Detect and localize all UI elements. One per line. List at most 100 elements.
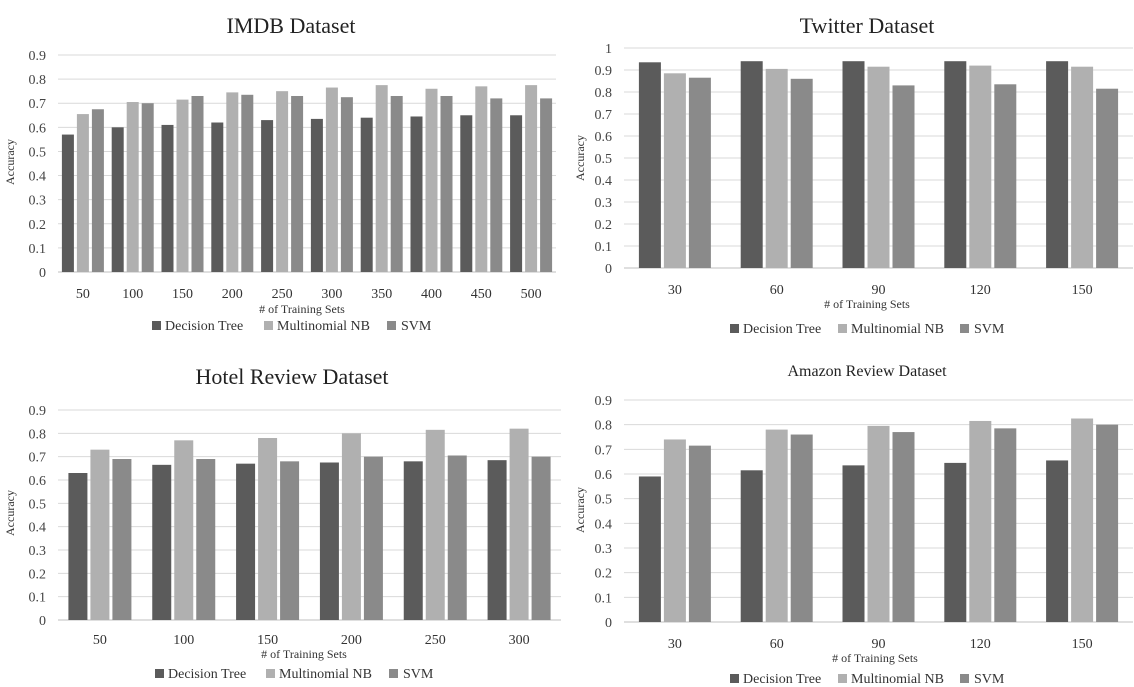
y-tick-label: 0.2 (29, 218, 47, 233)
bar-svm (790, 78, 813, 268)
y-tick-label: 0.3 (29, 194, 47, 209)
bar-svm (340, 97, 353, 272)
bar-multinomial-nb (425, 88, 438, 272)
x-tick-label: 150 (1072, 283, 1093, 298)
chart-twitter: Twitter Dataset Accuracy # of Training S… (567, 0, 1134, 345)
y-tick-label: 0.6 (595, 130, 613, 145)
bar-multinomial-nb (525, 85, 538, 272)
bar-svm (241, 94, 254, 273)
bar-svm (390, 95, 403, 272)
y-tick-label: 0.2 (595, 218, 613, 233)
y-axis-label: Accuracy (573, 487, 587, 533)
x-tick-label: 250 (272, 287, 293, 302)
bar-decision-tree (152, 464, 172, 620)
legend-swatch-multinomial-nb (264, 321, 273, 330)
bar-svm (531, 456, 551, 620)
y-tick-label: 0.5 (29, 145, 47, 160)
y-tick-label: 0 (605, 616, 612, 631)
bar-multinomial-nb (176, 99, 189, 272)
y-axis-label: Accuracy (3, 139, 17, 185)
legend-swatch-svm (387, 321, 396, 330)
chart-imdb-svg: IMDB Dataset Accuracy # of Training Sets… (3, 13, 556, 334)
bar-svm (1096, 424, 1119, 622)
y-tick-label: 0.1 (29, 591, 47, 606)
y-tick-label: 0.1 (595, 591, 613, 606)
x-tick-label: 100 (122, 287, 143, 302)
legend-label-svm: SVM (403, 667, 434, 682)
x-tick-label: 60 (770, 637, 784, 652)
legend-swatch-svm (389, 669, 398, 678)
x-tick-label: 90 (872, 637, 886, 652)
bar-decision-tree (211, 122, 224, 272)
bar-decision-tree (68, 473, 88, 620)
x-tick-label: 50 (76, 287, 90, 302)
bar-decision-tree (111, 127, 124, 272)
bar-multinomial-nb (1071, 66, 1094, 268)
chart-title: Hotel Review Dataset (195, 364, 388, 389)
legend-label-multinomial-nb: Multinomial NB (851, 672, 944, 687)
bar-svm (447, 455, 467, 620)
y-tick-label: 0.7 (595, 443, 613, 458)
y-tick-label: 0.4 (29, 521, 47, 536)
y-tick-label: 0.7 (29, 97, 47, 112)
y-tick-label: 0.2 (29, 567, 47, 582)
y-tick-label: 0.3 (29, 544, 47, 559)
bar-svm (688, 77, 711, 268)
x-tick-label: 450 (471, 287, 492, 302)
legend-swatch-decision-tree (730, 324, 739, 333)
y-tick-label: 0.4 (29, 170, 47, 185)
legend-label-decision-tree: Decision Tree (165, 319, 243, 334)
chart-twitter-svg: Twitter Dataset Accuracy # of Training S… (573, 13, 1133, 337)
bar-svm (91, 109, 104, 272)
x-tick-label: 100 (173, 633, 194, 648)
bar-decision-tree (161, 124, 174, 272)
bar-multinomial-nb (325, 87, 338, 272)
x-axis-label: # of Training Sets (259, 302, 345, 316)
bar-svm (490, 98, 503, 273)
bar-multinomial-nb (90, 449, 110, 620)
y-tick-label: 0.2 (595, 567, 613, 582)
y-tick-label: 0.3 (595, 542, 613, 557)
bar-decision-tree (842, 465, 865, 622)
bar-svm (363, 456, 383, 620)
y-tick-label: 0.6 (29, 121, 47, 136)
y-tick-label: 0.8 (595, 419, 613, 434)
chart-title: Amazon Review Dataset (787, 363, 947, 380)
chart-imdb: IMDB Dataset Accuracy # of Training Sets… (0, 0, 567, 345)
bar-svm (540, 98, 553, 273)
bar-multinomial-nb (969, 65, 992, 268)
bar-decision-tree (487, 460, 507, 620)
x-tick-label: 30 (668, 637, 682, 652)
bar-multinomial-nb (126, 102, 139, 273)
legend-swatch-decision-tree (155, 669, 164, 678)
bar-decision-tree (236, 463, 256, 620)
x-tick-label: 350 (371, 287, 392, 302)
y-tick-label: 0.5 (595, 152, 613, 167)
bar-decision-tree (510, 115, 523, 273)
legend-label-svm: SVM (974, 672, 1005, 687)
bar-multinomial-nb (375, 85, 388, 272)
chart-title: IMDB Dataset (227, 13, 356, 38)
y-tick-label: 0.9 (595, 64, 613, 79)
bar-svm (196, 459, 216, 620)
x-tick-label: 400 (421, 287, 442, 302)
bar-svm (280, 461, 300, 620)
bar-decision-tree (460, 115, 473, 273)
legend-label-svm: SVM (974, 322, 1005, 337)
bar-decision-tree (61, 134, 74, 272)
bar-multinomial-nb (765, 68, 788, 269)
legend-swatch-decision-tree (152, 321, 161, 330)
bar-svm (892, 85, 915, 269)
y-tick-label: 0.8 (29, 73, 47, 88)
bar-multinomial-nb (174, 440, 194, 620)
x-tick-label: 150 (257, 633, 278, 648)
legend-swatch-multinomial-nb (266, 669, 275, 678)
x-tick-label: 60 (770, 283, 784, 298)
bar-multinomial-nb (475, 86, 488, 272)
legend-label-multinomial-nb: Multinomial NB (279, 667, 372, 682)
y-tick-label: 0.3 (595, 196, 613, 211)
bar-decision-tree (842, 61, 865, 269)
y-tick-label: 0.4 (595, 174, 613, 189)
bar-decision-tree (944, 61, 967, 269)
bar-decision-tree (410, 116, 423, 272)
